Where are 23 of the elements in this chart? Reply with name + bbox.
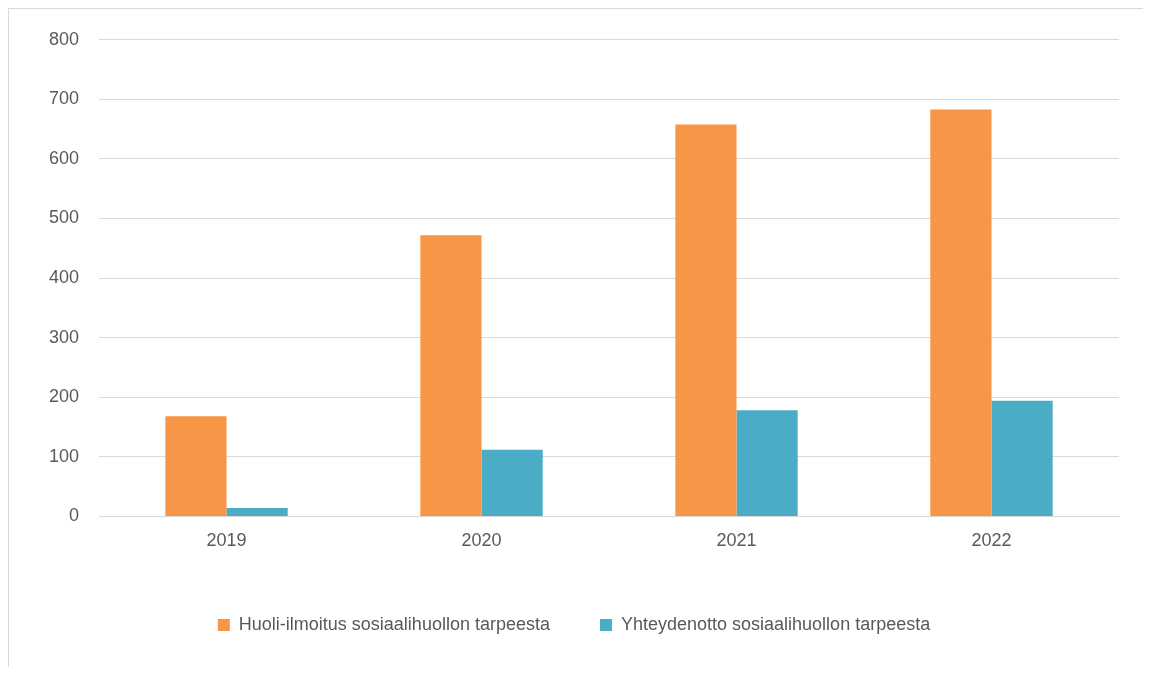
x-tick-label: 2022 [971,530,1012,551]
bar [736,410,798,516]
y-tick-label: 800 [48,28,80,49]
bar [675,124,737,516]
x-tick-label: 2019 [206,530,247,551]
x-tick-label: 2021 [716,530,757,551]
y-tick-label: 500 [48,207,80,228]
legend-label: Yhteydenotto sosiaalihuollon tarpeesta [620,613,932,634]
y-tick-label: 200 [48,386,80,407]
x-tick-label: 2020 [461,530,502,551]
y-tick-label: 400 [48,267,80,288]
bar [481,449,543,516]
bar [165,416,227,516]
bar [991,400,1053,516]
bar [930,109,992,516]
y-tick-label: 300 [48,326,80,347]
y-tick-label: 700 [48,88,80,109]
y-tick-label: 0 [69,505,80,526]
legend-label: Huoli-ilmoitus sosiaalihuollon tarpeesta [238,613,551,634]
bar [420,235,482,516]
y-tick-label: 100 [48,445,80,466]
y-tick-label: 600 [48,147,80,168]
bar [226,508,288,516]
